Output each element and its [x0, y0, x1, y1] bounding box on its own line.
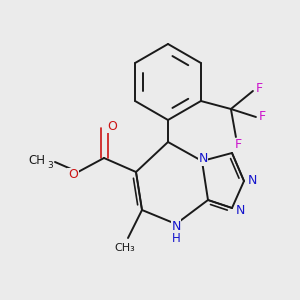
Text: N: N: [171, 220, 181, 232]
Text: O: O: [68, 169, 78, 182]
Text: CH₃: CH₃: [115, 243, 135, 253]
Text: O: O: [107, 119, 117, 133]
Text: N: N: [198, 152, 208, 166]
Text: 3: 3: [47, 160, 53, 169]
Text: N: N: [247, 175, 257, 188]
Text: N: N: [235, 205, 245, 218]
Text: F: F: [255, 82, 262, 95]
Text: F: F: [258, 110, 266, 124]
Text: F: F: [234, 139, 242, 152]
Text: CH: CH: [28, 154, 45, 166]
Text: H: H: [172, 232, 180, 244]
